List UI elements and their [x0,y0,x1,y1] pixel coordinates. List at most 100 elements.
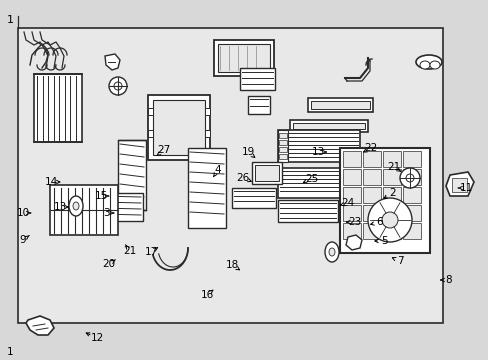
Text: 13: 13 [53,202,66,212]
Text: 23: 23 [347,217,361,227]
Ellipse shape [405,174,413,182]
Polygon shape [346,235,361,250]
Polygon shape [204,130,209,137]
Text: 14: 14 [44,177,58,187]
Ellipse shape [328,248,334,256]
Ellipse shape [429,61,439,69]
Text: 11: 11 [458,183,472,193]
Bar [402,205,420,221]
Text: 26: 26 [236,173,249,183]
Bar [310,101,369,109]
Text: 7: 7 [396,256,403,266]
Text: 15: 15 [94,191,107,201]
Bar [402,223,420,239]
Text: 24: 24 [341,198,354,208]
Bar [214,40,273,76]
Polygon shape [26,316,54,335]
Bar [382,151,400,167]
Bar [362,223,380,239]
Text: 25: 25 [305,174,318,184]
Bar [278,130,287,162]
Ellipse shape [325,242,338,262]
Bar [342,151,360,167]
Ellipse shape [69,196,83,216]
Text: 1: 1 [6,15,14,25]
Polygon shape [148,130,153,137]
Bar [34,74,82,142]
Ellipse shape [381,212,397,228]
Bar [342,187,360,203]
Text: 8: 8 [445,275,451,285]
Bar [362,187,380,203]
Bar [382,205,400,221]
Text: 5: 5 [381,236,387,246]
Bar [279,154,286,159]
Bar [292,123,364,129]
Bar [279,133,286,138]
Polygon shape [105,54,120,70]
Text: 18: 18 [225,260,238,270]
Polygon shape [153,100,204,155]
Bar [307,98,372,112]
Polygon shape [204,108,209,115]
Text: 22: 22 [364,143,377,153]
Text: 1: 1 [7,347,13,357]
Bar [278,130,359,162]
Bar [402,187,420,203]
Bar [187,148,225,228]
Polygon shape [148,95,209,160]
Text: 13: 13 [311,147,324,157]
Bar [251,162,282,184]
Bar [339,148,429,253]
Text: 17: 17 [144,247,157,257]
Bar [382,169,400,185]
Text: 12: 12 [90,333,103,343]
Bar [382,187,400,203]
Bar [342,205,360,221]
Bar [231,188,275,208]
Bar [98,193,142,221]
Bar [382,223,400,239]
Text: 2: 2 [389,188,395,198]
Text: 4: 4 [214,165,221,175]
Ellipse shape [419,61,429,69]
Bar [279,140,286,145]
Text: 20: 20 [102,259,115,269]
Text: 6: 6 [376,217,383,227]
Bar [18,28,442,323]
Ellipse shape [73,202,79,210]
Bar [118,140,146,210]
Bar [342,223,360,239]
Bar [451,178,466,192]
Bar [278,200,337,222]
Bar [342,169,360,185]
Ellipse shape [399,168,419,188]
Text: 19: 19 [241,147,254,157]
Bar [50,185,118,235]
Text: 27: 27 [157,145,170,155]
Text: 9: 9 [20,235,26,245]
Bar [362,169,380,185]
Ellipse shape [109,77,127,95]
Polygon shape [445,172,473,196]
Bar [279,147,286,152]
Text: 16: 16 [200,290,213,300]
Bar [278,168,359,198]
Ellipse shape [114,82,122,90]
Text: 10: 10 [17,208,29,218]
Bar [362,151,380,167]
Bar [247,96,269,114]
Ellipse shape [415,55,441,69]
Bar [254,165,279,181]
Text: 3: 3 [102,208,109,218]
Bar [402,151,420,167]
Text: 21: 21 [386,162,400,172]
Bar [362,205,380,221]
Ellipse shape [367,198,411,242]
Bar [289,120,367,132]
Polygon shape [148,108,153,115]
Text: 21: 21 [123,246,136,256]
Bar [402,169,420,185]
Bar [218,44,269,72]
Bar [240,68,274,90]
